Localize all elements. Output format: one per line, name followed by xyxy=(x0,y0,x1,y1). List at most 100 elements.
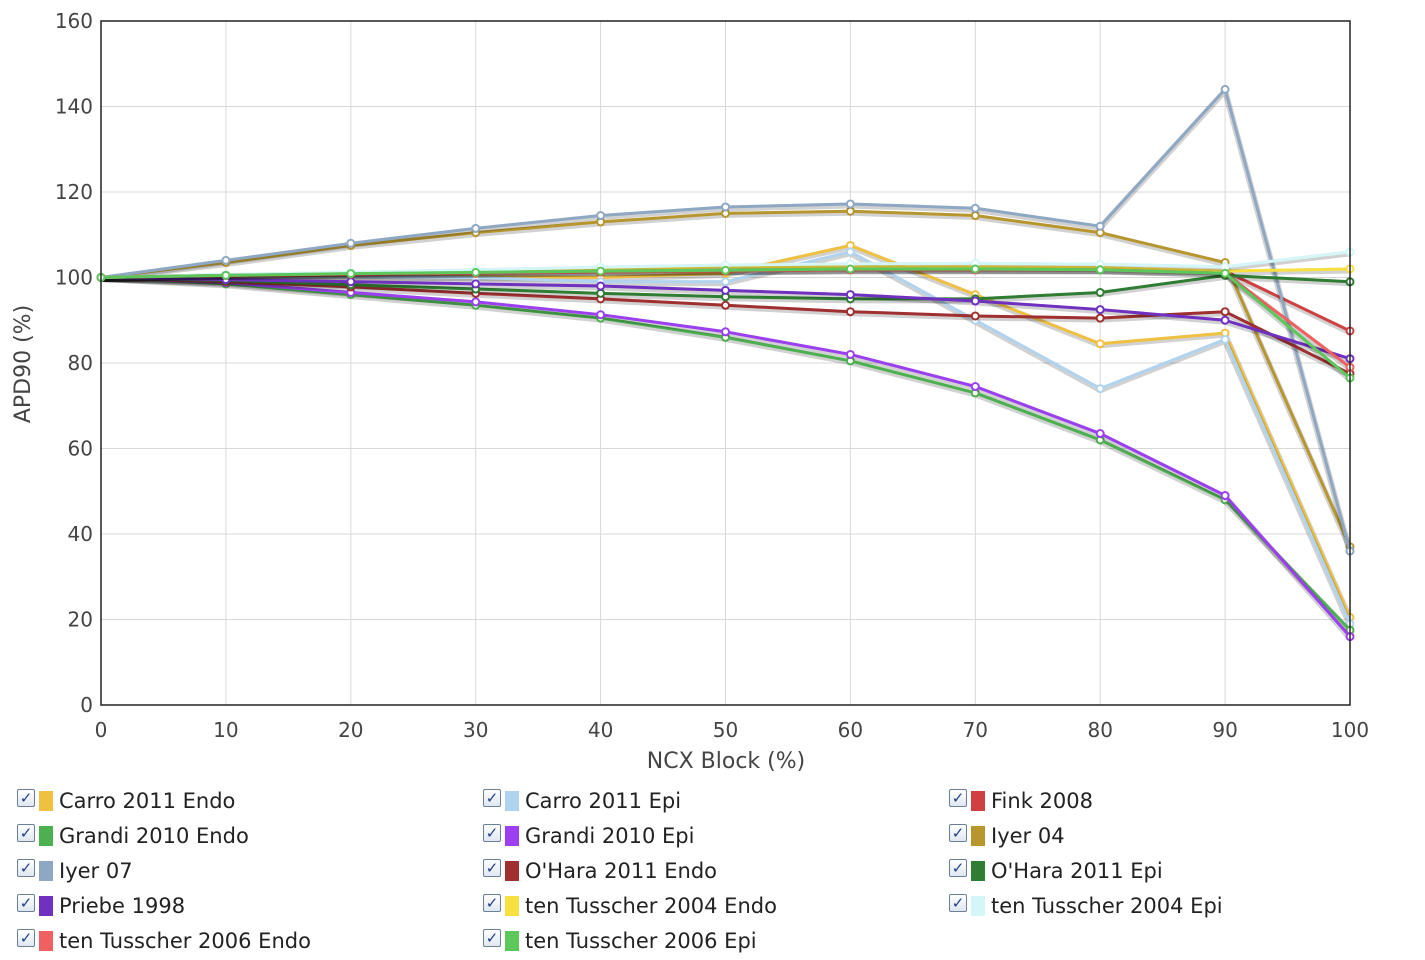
data-point[interactable] xyxy=(471,279,481,289)
data-point[interactable] xyxy=(221,255,231,265)
legend-swatch xyxy=(505,826,519,846)
legend-swatch xyxy=(971,861,985,881)
checkmark-icon: ✓ xyxy=(485,824,499,842)
legend-label: Iyer 04 xyxy=(991,824,1065,848)
data-point[interactable] xyxy=(721,300,730,310)
x-tick-label: 40 xyxy=(588,718,613,742)
legend-checkbox[interactable]: ✓ xyxy=(949,824,967,842)
data-point[interactable] xyxy=(1220,84,1230,94)
legend-item[interactable]: ✓ Iyer 04 xyxy=(949,821,1065,851)
data-point[interactable] xyxy=(596,310,606,320)
data-point[interactable] xyxy=(721,285,730,295)
data-point[interactable] xyxy=(471,267,481,277)
legend-checkbox[interactable]: ✓ xyxy=(17,824,35,842)
data-point[interactable] xyxy=(1095,305,1105,315)
legend-checkbox[interactable]: ✓ xyxy=(483,859,501,877)
series-layer xyxy=(96,84,1355,642)
legend-swatch xyxy=(39,826,53,846)
data-point[interactable] xyxy=(970,203,980,213)
data-point[interactable] xyxy=(845,247,855,257)
legend-item[interactable]: ✓ Priebe 1998 xyxy=(17,891,185,921)
data-point[interactable] xyxy=(596,266,606,276)
data-point[interactable] xyxy=(721,265,730,275)
data-point[interactable] xyxy=(471,297,481,307)
data-point[interactable] xyxy=(970,264,980,274)
x-tick-label: 60 xyxy=(838,718,863,742)
y-tick-label: 60 xyxy=(68,437,93,461)
data-point[interactable] xyxy=(845,206,855,216)
data-point[interactable] xyxy=(471,223,481,233)
legend-checkbox[interactable]: ✓ xyxy=(17,929,35,947)
data-point[interactable] xyxy=(721,202,730,212)
legend-item[interactable]: ✓ O'Hara 2011 Epi xyxy=(949,856,1163,886)
data-point[interactable] xyxy=(346,277,356,287)
data-point[interactable] xyxy=(1095,429,1105,439)
legend-swatch xyxy=(505,896,519,916)
data-point[interactable] xyxy=(1095,313,1105,323)
legend-item[interactable]: ✓ Carro 2011 Epi xyxy=(483,786,681,816)
data-point[interactable] xyxy=(1095,287,1105,297)
legend-item[interactable]: ✓ Fink 2008 xyxy=(949,786,1093,816)
legend-checkbox[interactable]: ✓ xyxy=(17,859,35,877)
data-point[interactable] xyxy=(1220,307,1230,317)
data-point[interactable] xyxy=(845,307,855,317)
legend-checkbox[interactable]: ✓ xyxy=(17,894,35,912)
data-point[interactable] xyxy=(1220,334,1230,344)
data-point[interactable] xyxy=(596,281,606,291)
legend-item[interactable]: ✓ ten Tusscher 2006 Endo xyxy=(17,926,311,956)
y-tick-label: 40 xyxy=(68,522,93,546)
data-point[interactable] xyxy=(346,269,356,279)
series-grandi-2010-endo xyxy=(96,273,1355,635)
y-tick-label: 140 xyxy=(55,95,93,119)
data-point[interactable] xyxy=(221,270,231,280)
data-point[interactable] xyxy=(845,199,855,209)
legend-item[interactable]: ✓ ten Tusscher 2004 Epi xyxy=(949,891,1223,921)
legend-item[interactable]: ✓ O'Hara 2011 Endo xyxy=(483,856,717,886)
data-point[interactable] xyxy=(970,296,980,306)
data-point[interactable] xyxy=(970,382,980,392)
data-point[interactable] xyxy=(1095,339,1105,349)
data-point[interactable] xyxy=(1220,268,1230,278)
legend-checkbox[interactable]: ✓ xyxy=(949,894,967,912)
legend-item[interactable]: ✓ ten Tusscher 2006 Epi xyxy=(483,926,757,956)
data-point[interactable] xyxy=(346,238,356,248)
data-point[interactable] xyxy=(970,311,980,321)
data-point[interactable] xyxy=(845,349,855,359)
legend-checkbox[interactable]: ✓ xyxy=(483,929,501,947)
legend-label: Iyer 07 xyxy=(59,859,133,883)
legend-checkbox[interactable]: ✓ xyxy=(483,824,501,842)
legend-checkbox[interactable]: ✓ xyxy=(483,894,501,912)
legend-checkbox[interactable]: ✓ xyxy=(949,789,967,807)
data-point[interactable] xyxy=(845,290,855,300)
y-tick-label: 120 xyxy=(55,180,93,204)
data-point[interactable] xyxy=(845,264,855,274)
data-point[interactable] xyxy=(596,211,606,221)
checkmark-icon: ✓ xyxy=(485,929,499,947)
data-point[interactable] xyxy=(1220,315,1230,325)
data-point[interactable] xyxy=(1095,265,1105,275)
y-tick-label: 80 xyxy=(68,351,93,375)
legend-item[interactable]: ✓ Carro 2011 Endo xyxy=(17,786,235,816)
data-point[interactable] xyxy=(596,288,606,298)
x-tick-label: 20 xyxy=(338,718,363,742)
data-point[interactable] xyxy=(1220,491,1230,501)
y-tick-label: 20 xyxy=(68,608,93,632)
legend-checkbox[interactable]: ✓ xyxy=(949,859,967,877)
data-point[interactable] xyxy=(1095,221,1105,231)
legend-swatch xyxy=(505,791,519,811)
legend: ✓ Carro 2011 Endo ✓ Carro 2011 Epi ✓ Fink 200… xyxy=(0,780,1425,960)
legend-item[interactable]: ✓ Grandi 2010 Endo xyxy=(17,821,249,851)
x-tick-label: 100 xyxy=(1331,718,1369,742)
checkmark-icon: ✓ xyxy=(485,894,499,912)
legend-item[interactable]: ✓ Grandi 2010 Epi xyxy=(483,821,694,851)
legend-item[interactable]: ✓ Iyer 07 xyxy=(17,856,133,886)
checkmark-icon: ✓ xyxy=(951,859,965,877)
legend-checkbox[interactable]: ✓ xyxy=(483,789,501,807)
x-tick-label: 10 xyxy=(213,718,238,742)
legend-checkbox[interactable]: ✓ xyxy=(17,789,35,807)
axes: 0 10 20 30 40 50 60 70 80 90 100 0 20 40 60 80 100 120 140… xyxy=(55,9,1369,742)
legend-item[interactable]: ✓ ten Tusscher 2004 Endo xyxy=(483,891,777,921)
data-point[interactable] xyxy=(721,277,730,287)
data-point[interactable] xyxy=(1095,384,1105,394)
data-point[interactable] xyxy=(721,327,730,337)
